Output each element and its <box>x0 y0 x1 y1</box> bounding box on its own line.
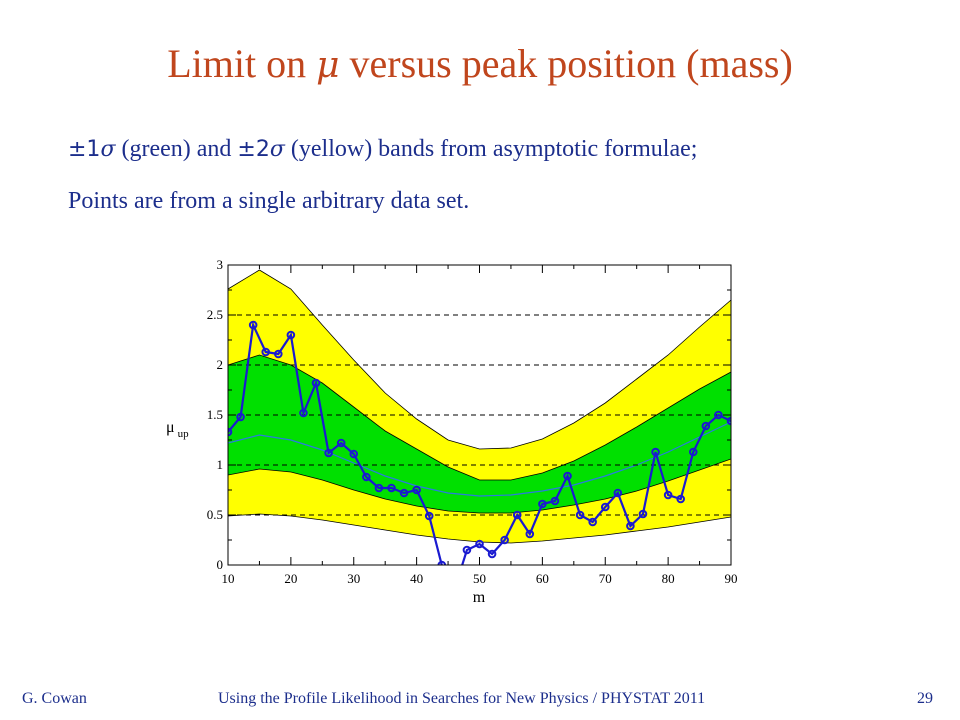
data-point <box>726 416 731 426</box>
data-point <box>651 447 660 457</box>
data-point <box>487 549 497 559</box>
y-tick-label: 2 <box>217 357 224 372</box>
data-point <box>349 449 359 459</box>
title-post: versus peak position (mass) <box>339 41 793 86</box>
x-tick-label: 90 <box>725 571 738 586</box>
data-series-line <box>228 321 731 565</box>
data-point <box>261 347 271 357</box>
y-axis-mu: μ <box>166 419 175 436</box>
data-point <box>437 560 447 565</box>
data-point <box>714 410 723 420</box>
title-pre: Limit on <box>167 41 317 86</box>
line1-post: (yellow) bands from asymptotic formulae; <box>284 136 698 162</box>
data-point <box>500 535 509 545</box>
data-point <box>236 412 245 422</box>
y-tick-label: 2.5 <box>207 307 223 322</box>
plus1-sigma-line <box>228 354 731 481</box>
y-tick-label: 0.5 <box>207 507 223 522</box>
data-point <box>412 485 421 495</box>
data-point <box>701 421 711 431</box>
minus2-sigma-line <box>228 513 731 544</box>
footer-talk-title: Using the Profile Likelihood in Searches… <box>218 690 706 707</box>
page-number: 29 <box>917 690 933 707</box>
data-point <box>575 510 585 520</box>
data-point <box>286 330 296 340</box>
data-point <box>274 349 283 359</box>
data-point <box>399 488 409 498</box>
green-band <box>228 355 731 513</box>
slide-title: Limit on μ versus peak position (mass) <box>0 40 960 87</box>
title-mu-symbol: μ <box>316 45 340 86</box>
line1-mid: (green) and <box>115 136 238 162</box>
data-point <box>563 471 572 481</box>
x-tick-label: 30 <box>347 571 360 586</box>
data-point <box>324 448 333 458</box>
y-tick-label: 3 <box>217 257 224 272</box>
data-point <box>688 447 698 457</box>
footer-author: G. Cowan <box>22 690 87 707</box>
data-point <box>538 499 547 509</box>
data-point <box>362 472 371 482</box>
data-point <box>676 494 686 504</box>
data-point <box>638 509 648 519</box>
plus2-sigma-line <box>228 269 731 450</box>
y-tick-label: 1.5 <box>207 407 223 422</box>
data-point <box>248 320 258 330</box>
data-point <box>475 539 484 549</box>
data-point <box>525 529 535 539</box>
data-point <box>228 427 233 437</box>
data-point <box>512 510 522 520</box>
data-point <box>451 587 458 594</box>
data-point <box>374 483 384 493</box>
data-point <box>588 517 597 527</box>
y-axis-label: μ up <box>166 419 189 440</box>
minus1-sigma-line <box>228 458 731 514</box>
sigma2-symbol: σ <box>269 137 285 162</box>
data-point <box>600 502 610 512</box>
y-tick-label: 1 <box>217 457 224 472</box>
sigma1-symbol: σ <box>100 137 116 162</box>
median-expected-line <box>228 421 731 497</box>
data-point <box>424 511 434 521</box>
x-tick-label: 40 <box>410 571 423 586</box>
description-line-2: Points are from a single arbitrary data … <box>68 188 470 214</box>
data-point <box>626 521 635 531</box>
description-line-1: ±1σ (green) and ±2σ (yellow) bands from … <box>68 136 697 163</box>
data-point <box>613 488 623 498</box>
data-point <box>387 483 396 493</box>
pm1-symbol: ±1 <box>68 137 101 162</box>
y-axis-subscript: up <box>178 428 190 440</box>
data-point <box>663 490 673 500</box>
x-tick-label: 10 <box>222 571 235 586</box>
x-axis-label: m <box>473 589 486 606</box>
data-point <box>336 438 346 448</box>
x-tick-label: 50 <box>473 571 486 586</box>
pm2-symbol: ±2 <box>237 137 270 162</box>
x-tick-label: 70 <box>599 571 612 586</box>
y-tick-label: 0 <box>217 557 224 572</box>
data-point <box>311 378 321 388</box>
x-tick-label: 80 <box>662 571 675 586</box>
x-tick-label: 20 <box>284 571 297 586</box>
x-tick-label: 60 <box>536 571 549 586</box>
data-point <box>550 496 560 506</box>
data-point <box>462 545 472 555</box>
data-point <box>299 408 308 418</box>
limit-chart: 10 20 30 40 50 60 70 80 90 0 0.5 1 1.5 2 2.5 3 m μ up <box>166 257 738 606</box>
